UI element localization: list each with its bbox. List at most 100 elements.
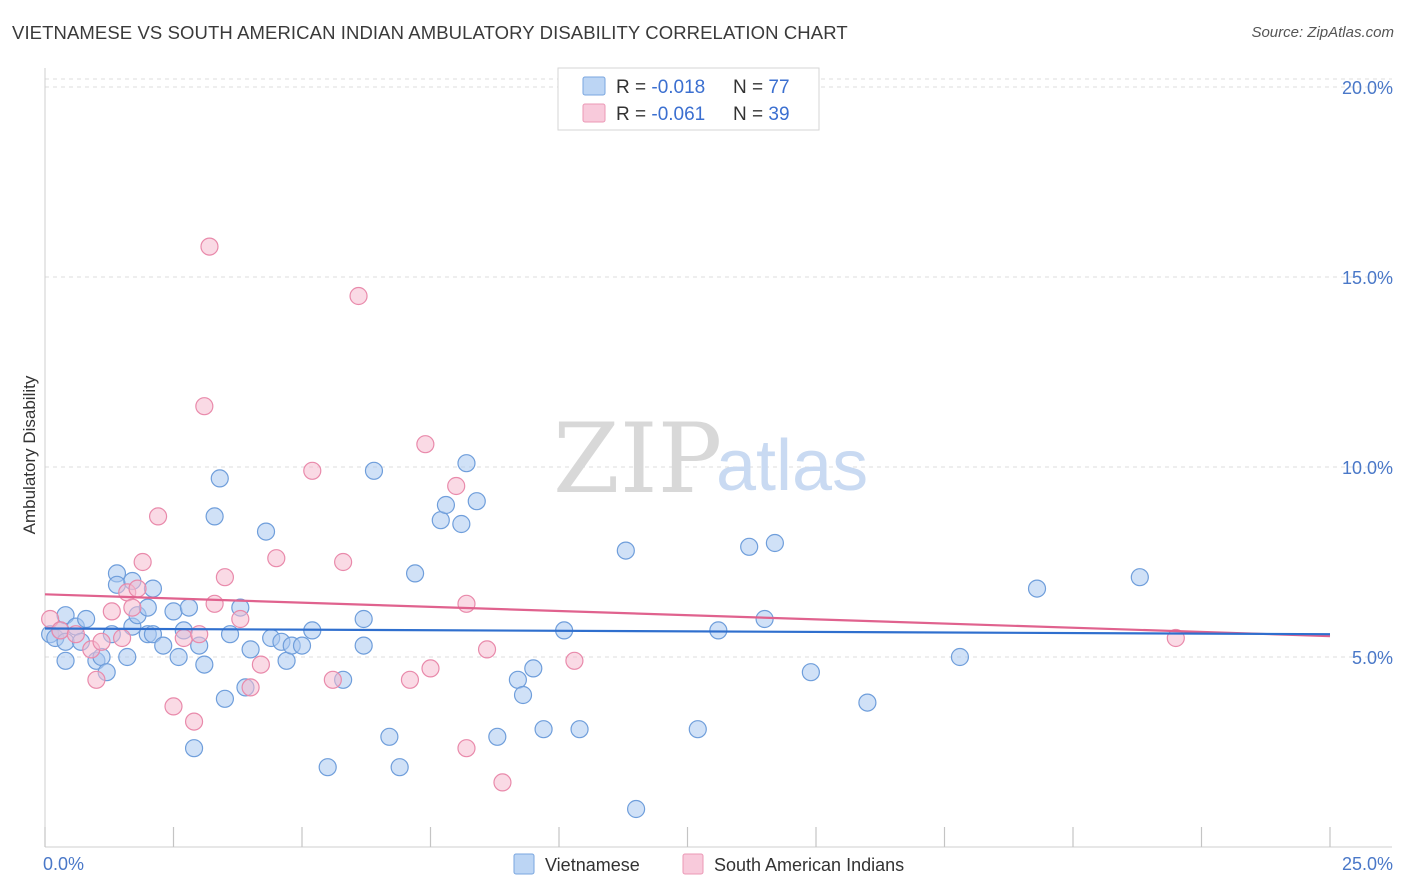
vietnamese-point <box>1130 568 1149 587</box>
axes <box>44 68 1392 848</box>
bottom-legend-swatch-vietnamese <box>513 853 535 875</box>
vietnamese-point <box>570 720 589 739</box>
vietnamese-point <box>436 495 456 515</box>
sai-point <box>565 651 584 670</box>
sai-point <box>447 476 466 496</box>
sai-trend-line <box>44 593 1331 638</box>
vietnamese-point <box>452 514 471 534</box>
y-tick-label: 10.0% <box>1342 458 1393 478</box>
sai-point <box>241 678 260 697</box>
vietnamese-point <box>488 727 507 746</box>
vietnamese-point <box>801 663 820 682</box>
sai-point <box>112 628 132 648</box>
sai-point <box>457 739 476 758</box>
sai-point <box>128 579 147 598</box>
sai-point <box>184 712 204 731</box>
vietnamese-point <box>740 537 759 556</box>
legend-n-label: N = <box>733 104 768 125</box>
vietnamese-point <box>858 693 877 712</box>
sai-point <box>267 549 286 568</box>
vietnamese-point <box>626 799 646 819</box>
sai-point <box>303 461 322 480</box>
sai-points <box>41 237 1185 792</box>
vietnamese-point <box>118 647 137 667</box>
bottom-legend: Vietnamese South American Indians <box>513 853 904 875</box>
y-axis-label: Ambulatory Disability <box>20 375 39 534</box>
sai-point <box>133 552 152 572</box>
vietnamese-point <box>616 541 635 560</box>
y-tick-labels: 5.0% 10.0% 15.0% 20.0% <box>1342 78 1393 668</box>
legend-r-label: R = <box>616 104 651 125</box>
vietnamese-point <box>164 602 183 621</box>
vietnamese-point <box>56 651 75 670</box>
sai-point <box>174 628 193 648</box>
vietnamese-point <box>1027 579 1047 598</box>
vietnamese-point <box>534 720 553 739</box>
sai-point <box>148 507 168 526</box>
sai-point <box>200 237 219 256</box>
vietnamese-point <box>241 640 260 659</box>
vietnamese-point <box>195 655 214 674</box>
vietnamese-point <box>210 469 229 488</box>
watermark-atlas: atlas <box>716 426 868 506</box>
vietnamese-point <box>354 609 373 629</box>
sai-point <box>334 552 353 572</box>
vietnamese-point <box>513 685 533 705</box>
legend-n-value: 39 <box>768 104 789 125</box>
legend-r-value: -0.018 <box>651 77 705 98</box>
vietnamese-point <box>77 609 96 629</box>
vietnamese-point <box>405 564 425 583</box>
vietnamese-point <box>390 758 409 777</box>
x-tick-label: 0.0% <box>43 854 84 874</box>
vietnamese-point <box>292 636 312 655</box>
vietnamese-points <box>41 454 1149 819</box>
vietnamese-point <box>256 522 276 541</box>
vietnamese-point <box>215 689 234 708</box>
vietnamese-trend-line <box>44 627 1331 636</box>
vietnamese-point <box>688 720 707 739</box>
vietnamese-point <box>277 651 296 670</box>
vietnamese-point <box>138 598 157 617</box>
vietnamese-point <box>318 758 337 777</box>
sai-point <box>416 435 435 454</box>
sai-point <box>92 632 111 651</box>
sai-point <box>87 670 106 689</box>
chart-source: Source: ZipAtlas.com <box>1251 24 1394 41</box>
sai-point <box>323 670 342 689</box>
sai-point <box>123 598 142 617</box>
bottom-legend-vietnamese: Vietnamese <box>545 855 640 875</box>
sai-point <box>457 594 476 613</box>
bottom-legend-sai: South American Indians <box>714 855 904 875</box>
chart-title: VIETNAMESE VS SOUTH AMERICAN INDIAN AMBU… <box>12 22 848 43</box>
legend-row-sai: R = -0.061 N = 39 <box>616 104 790 125</box>
legend-row-vietnamese: R = -0.018 N = 77 <box>616 77 790 98</box>
legend-swatch-vietnamese <box>582 76 606 96</box>
vietnamese-point <box>380 727 399 746</box>
vietnamese-point <box>508 670 527 689</box>
watermark: ZIP atlas <box>553 403 868 515</box>
legend-r-label: R = <box>616 77 651 98</box>
sai-point <box>195 397 214 416</box>
sai-point <box>477 640 497 659</box>
legend-r-value: -0.061 <box>651 104 705 125</box>
grid-lines <box>45 78 1392 658</box>
trend-lines <box>44 593 1331 638</box>
y-tick-label: 15.0% <box>1342 268 1393 288</box>
sai-point <box>51 621 70 640</box>
sai-point <box>102 602 121 621</box>
vietnamese-point <box>184 739 204 758</box>
sai-point <box>205 594 224 613</box>
vietnamese-point <box>154 636 173 655</box>
sai-point <box>400 670 420 689</box>
vietnamese-point <box>431 511 450 530</box>
vietnamese-point <box>143 579 163 598</box>
legend-n-label: N = <box>733 77 768 98</box>
x-tick-label: 25.0% <box>1342 854 1393 874</box>
legend-swatch-sai <box>582 103 606 123</box>
sai-point <box>164 697 183 716</box>
vietnamese-point <box>169 647 188 667</box>
sai-point <box>66 625 85 644</box>
y-tick-label: 20.0% <box>1342 78 1393 98</box>
legend-n-value: 77 <box>768 77 789 98</box>
